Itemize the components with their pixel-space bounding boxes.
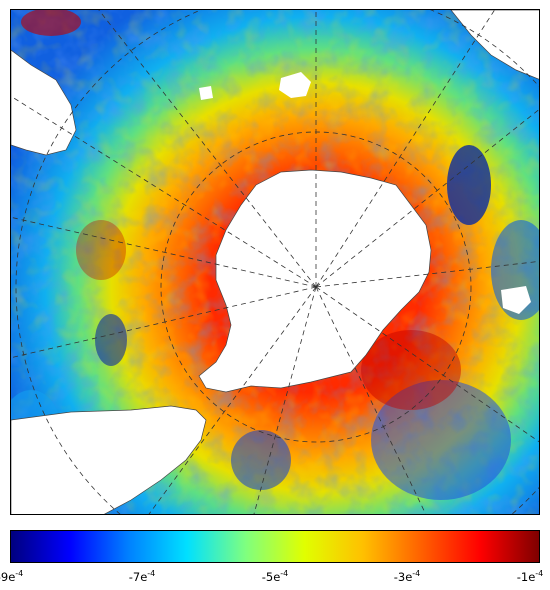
colorbar-tick-label: -9e-4 [0, 569, 24, 584]
island [501, 286, 531, 314]
colorbar-tick-label: -1e-4 [516, 569, 544, 584]
map-canvas [11, 10, 539, 514]
low-patch [95, 314, 127, 366]
south-america-landmass [11, 405, 207, 514]
low-patch [447, 145, 491, 225]
colorbar [10, 530, 540, 563]
high-patch [361, 330, 461, 410]
high-patch [76, 220, 126, 280]
australia-landmass [450, 10, 539, 80]
low-patch [231, 430, 291, 490]
polar-map [10, 9, 540, 515]
graticule [11, 10, 539, 514]
colorbar-tick-label: -3e-4 [393, 569, 421, 584]
island [199, 86, 213, 100]
antarctica-landmass [198, 169, 432, 393]
high-patch [21, 10, 81, 36]
africa-landmass [11, 49, 77, 156]
colorbar-tick-label: -5e-4 [261, 569, 289, 584]
low-patch [371, 380, 511, 500]
island [279, 72, 311, 98]
colorbar-tick-label: -7e-4 [128, 569, 156, 584]
